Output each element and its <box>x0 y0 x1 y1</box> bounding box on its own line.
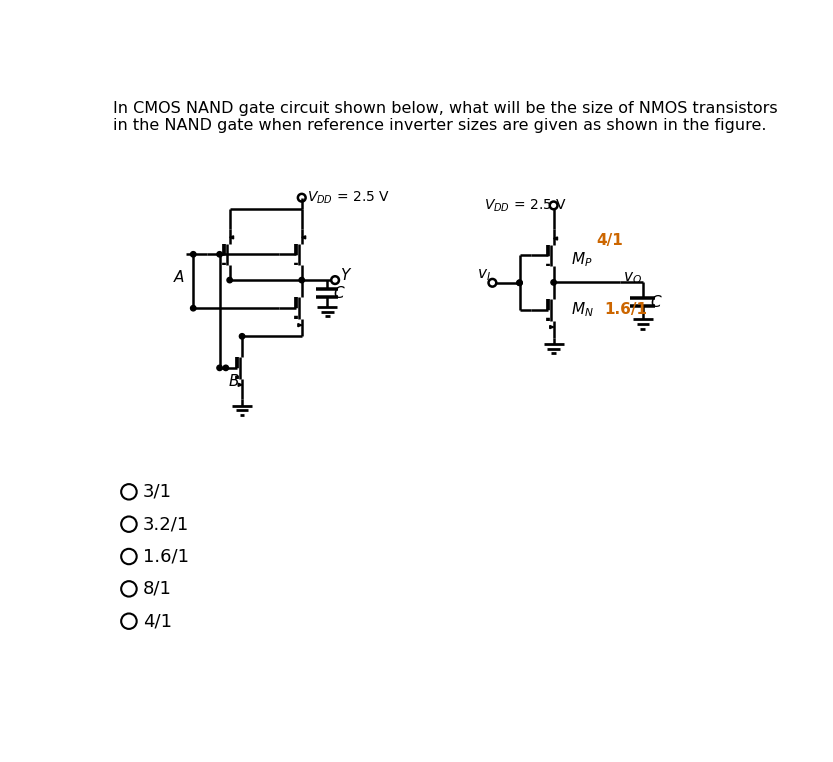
Text: Y: Y <box>341 268 350 283</box>
Circle shape <box>191 251 196 257</box>
Circle shape <box>516 280 522 286</box>
Text: In CMOS NAND gate circuit shown below, what will be the size of NMOS transistors: In CMOS NAND gate circuit shown below, w… <box>113 101 778 116</box>
Polygon shape <box>298 324 302 327</box>
Circle shape <box>191 306 196 311</box>
Text: C: C <box>651 295 661 310</box>
Circle shape <box>223 365 228 370</box>
Text: $M_P$: $M_P$ <box>571 250 592 269</box>
Circle shape <box>239 334 245 339</box>
Circle shape <box>227 277 232 283</box>
Text: 1.6/1: 1.6/1 <box>604 302 647 317</box>
Text: $v_I$: $v_I$ <box>477 267 491 283</box>
Circle shape <box>217 365 222 370</box>
Polygon shape <box>554 237 557 240</box>
Text: A: A <box>173 270 184 285</box>
Text: 1.6/1: 1.6/1 <box>143 548 189 565</box>
Text: B: B <box>229 374 239 389</box>
Polygon shape <box>230 235 233 239</box>
Circle shape <box>299 277 305 283</box>
Text: $V_{DD}$ = 2.5 V: $V_{DD}$ = 2.5 V <box>307 190 391 206</box>
Text: 3/1: 3/1 <box>143 483 172 501</box>
Polygon shape <box>550 325 554 328</box>
Polygon shape <box>302 235 306 239</box>
Text: $V_{DD}$ = 2.5 V: $V_{DD}$ = 2.5 V <box>484 197 567 213</box>
Text: 8/1: 8/1 <box>143 580 172 598</box>
Circle shape <box>217 251 222 257</box>
Text: $v_O$: $v_O$ <box>623 270 642 286</box>
Text: 4/1: 4/1 <box>143 612 172 630</box>
Text: 4/1: 4/1 <box>596 232 623 248</box>
Text: in the NAND gate when reference inverter sizes are given as shown in the figure.: in the NAND gate when reference inverter… <box>113 118 767 133</box>
Polygon shape <box>238 383 242 386</box>
Text: $M_N$: $M_N$ <box>571 300 593 319</box>
Text: 3.2/1: 3.2/1 <box>143 515 189 533</box>
Circle shape <box>516 280 522 286</box>
Text: C: C <box>333 287 344 302</box>
Circle shape <box>551 280 556 285</box>
